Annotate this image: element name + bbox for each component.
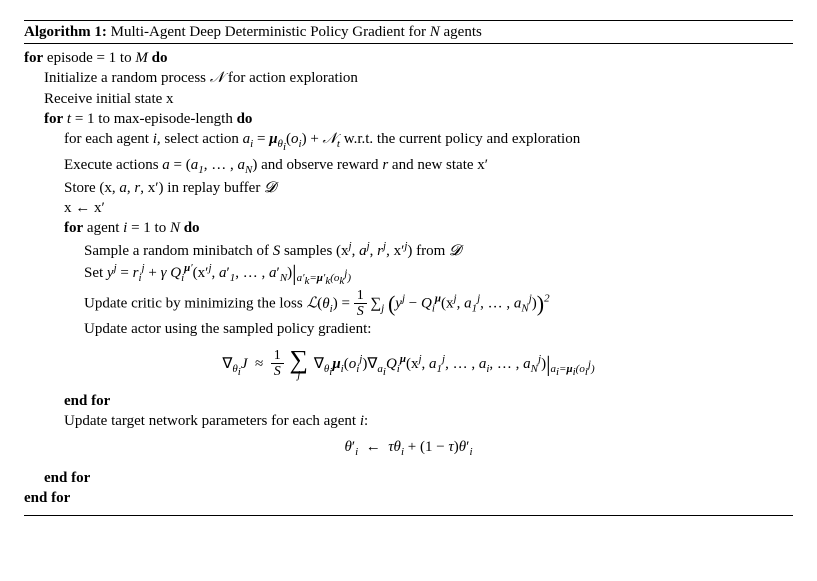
algo-line: x ← x′ — [24, 198, 793, 218]
algo-line: Update target network parameters for eac… — [24, 411, 793, 431]
algo-closing-lines: end forend for — [24, 468, 793, 509]
algo-line: for t = 1 to max-episode-length do — [24, 109, 793, 129]
algo-lines: for episode = 1 to M doInitialize a rand… — [24, 48, 793, 340]
algorithm-title: Multi-Agent Deep Deterministic Policy Gr… — [111, 24, 482, 40]
algorithm-title-row: Algorithm 1: Multi-Agent Deep Determinis… — [24, 21, 793, 44]
algo-line: Update critic by minimizing the loss ℒ(θ… — [24, 289, 793, 319]
algo-line: for each agent i, select action ai = μθi… — [24, 129, 793, 155]
algorithm-block: Algorithm 1: Multi-Agent Deep Determinis… — [24, 20, 793, 516]
algo-line: Execute actions a = (a1, … , aN) and obs… — [24, 155, 793, 178]
algo-line: Sample a random minibatch of S samples (… — [24, 239, 793, 261]
algo-line: Initialize a random process 𝒩 for action… — [24, 68, 793, 88]
algo-line: Update actor using the sampled policy gr… — [24, 319, 793, 339]
algorithm-body: for episode = 1 to M doInitialize a rand… — [24, 44, 793, 515]
algo-line: Set yj = rij + γ Qiμ′(x′j, a′1, … , a′N)… — [24, 261, 793, 289]
algorithm-number: Algorithm 1: — [24, 24, 107, 40]
algo-line: Receive initial state x — [24, 89, 793, 109]
algo-line: end for — [24, 391, 793, 411]
algo-line: Store (x, a, r, x′) in replay buffer 𝓓 — [24, 178, 793, 198]
algo-line: for episode = 1 to M do — [24, 48, 793, 68]
target-update-equation: θ′i ← τθi + (1 − τ)θ′i — [24, 431, 793, 468]
algo-line: end for — [24, 488, 793, 508]
algo-after-eq-lines: end forUpdate target network parameters … — [24, 391, 793, 432]
algo-line: for agent i = 1 to N do — [24, 218, 793, 238]
policy-gradient-equation: ∇θiJ ≈ 1S ∑j ∇θiμi(oij)∇aiQiμ(xj, a1j, …… — [24, 340, 793, 391]
algo-line: end for — [24, 468, 793, 488]
